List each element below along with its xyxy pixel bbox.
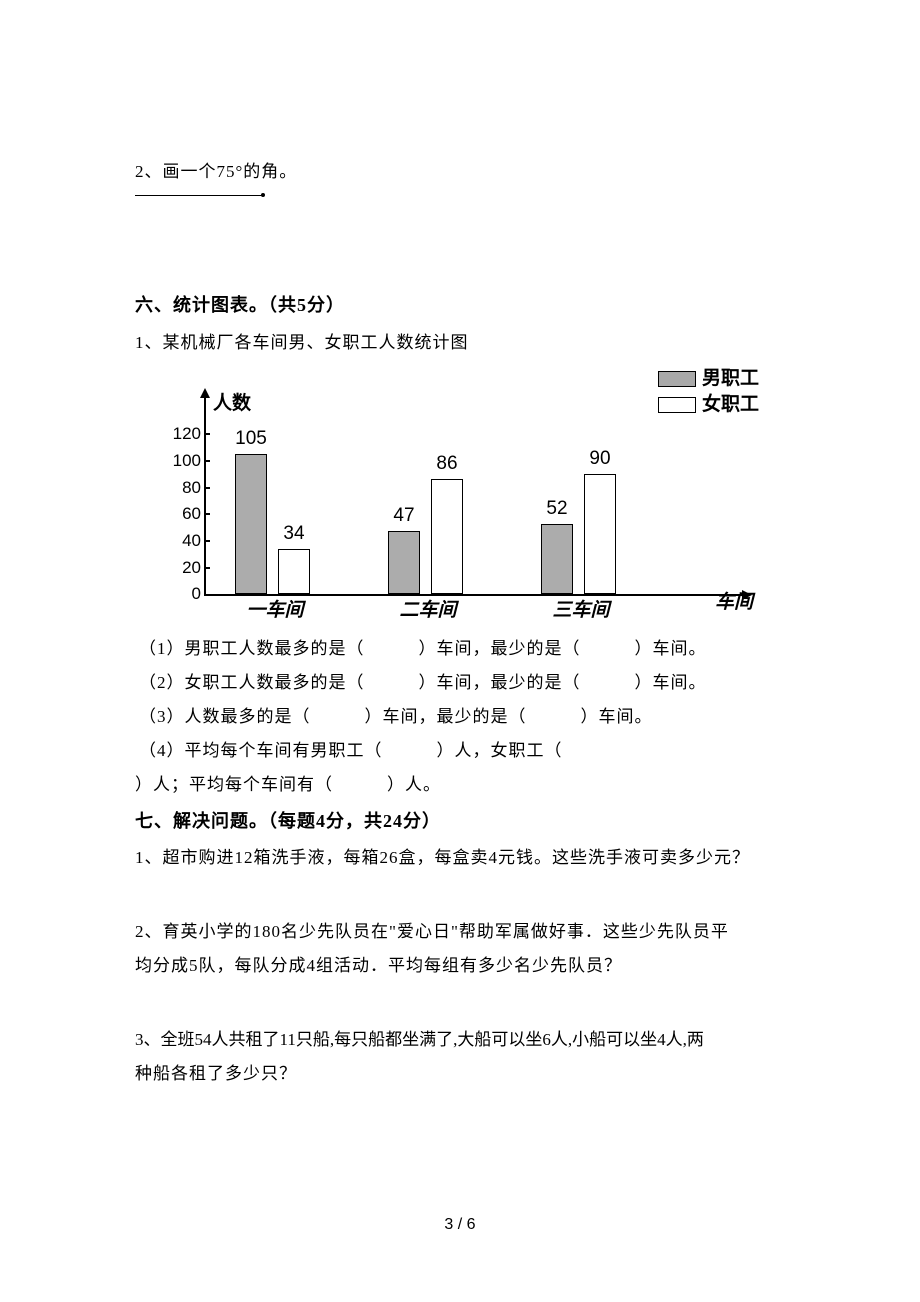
y-axis-line	[204, 396, 206, 596]
s7-q1: 1、超市购进12箱洗手液，每箱26盒，每盒卖4元钱。这些洗手液可卖多少元？	[135, 841, 785, 875]
section-6-heading: 六、统计图表。（共5分）	[135, 286, 785, 326]
s7-q2-line2: 均分成5队，每队分成4组活动．平均每组有多少名少先队员？	[135, 949, 785, 983]
legend-swatch-male	[658, 371, 696, 387]
bar-workshop3-female	[584, 474, 616, 594]
tick-mark	[204, 567, 210, 569]
bar-label-w1m: 105	[231, 428, 271, 450]
bar-label-w2m: 47	[384, 505, 424, 527]
bar-chart: 男职工 女职工 人数 车间 0 20 40 60 80 100 120 105 …	[153, 366, 753, 626]
question-2-draw-angle: 2、画一个75°的角。	[135, 155, 785, 189]
y-tick-100: 100	[167, 451, 201, 471]
section-6-q1: 1、某机械厂各车间男、女职工人数统计图	[135, 326, 785, 360]
tick-mark	[204, 513, 210, 515]
bar-label-w1f: 34	[274, 523, 314, 545]
s7-q3-line2: 种船各租了多少只？	[135, 1057, 785, 1091]
tick-mark	[204, 487, 210, 489]
bar-workshop1-female	[278, 549, 310, 594]
x-tick-workshop2: 二车间	[388, 595, 468, 622]
bar-label-w3m: 52	[537, 498, 577, 520]
s6-subq4-line1: （4）平均每个车间有男职工（ ）人，女职工（	[135, 734, 785, 768]
tick-mark	[204, 433, 210, 435]
x-tick-workshop3: 三车间	[541, 595, 621, 622]
y-tick-40: 40	[167, 531, 201, 551]
s6-subq2: （2）女职工人数最多的是（ ）车间，最少的是（ ）车间。	[135, 666, 785, 700]
legend-swatch-female	[658, 397, 696, 413]
y-axis-label: 人数	[213, 388, 251, 415]
y-tick-60: 60	[167, 504, 201, 524]
legend-label-female: 女职工	[702, 392, 759, 419]
page-number: 3 / 6	[0, 1216, 920, 1234]
bar-workshop2-female	[431, 479, 463, 594]
s7-q2-line1: 2、育英小学的180名少先队员在"爱心日"帮助军属做好事．这些少先队员平	[135, 915, 785, 949]
ray-line	[135, 195, 263, 196]
bar-label-w2f: 86	[427, 453, 467, 475]
legend-label-male: 男职工	[702, 366, 759, 393]
bar-label-w3f: 90	[580, 448, 620, 470]
chart-legend: 男职工 女职工	[658, 366, 759, 419]
y-tick-0: 0	[167, 584, 201, 604]
y-tick-20: 20	[167, 558, 201, 578]
bar-workshop2-male	[388, 531, 420, 594]
y-tick-120: 120	[167, 424, 201, 444]
s6-subq1: （1）男职工人数最多的是（ ）车间，最少的是（ ）车间。	[135, 632, 785, 666]
s6-subq4-line2: ）人；平均每个车间有（ ）人。	[135, 768, 785, 802]
x-tick-workshop1: 一车间	[235, 595, 315, 622]
s6-subq3: （3）人数最多的是（ ）车间，最少的是（ ）车间。	[135, 700, 785, 734]
bar-workshop3-male	[541, 524, 573, 594]
x-axis-arrow-icon	[742, 590, 752, 600]
section-7-heading: 七、解决问题。（每题4分，共24分）	[135, 802, 785, 842]
bar-workshop1-male	[235, 454, 267, 594]
s7-q3-line1: 3、全班54人共租了11只船,每只船都坐满了,大船可以坐6人,小船可以坐4人,两	[135, 1023, 785, 1057]
tick-mark	[204, 540, 210, 542]
tick-mark	[204, 460, 210, 462]
y-tick-80: 80	[167, 478, 201, 498]
